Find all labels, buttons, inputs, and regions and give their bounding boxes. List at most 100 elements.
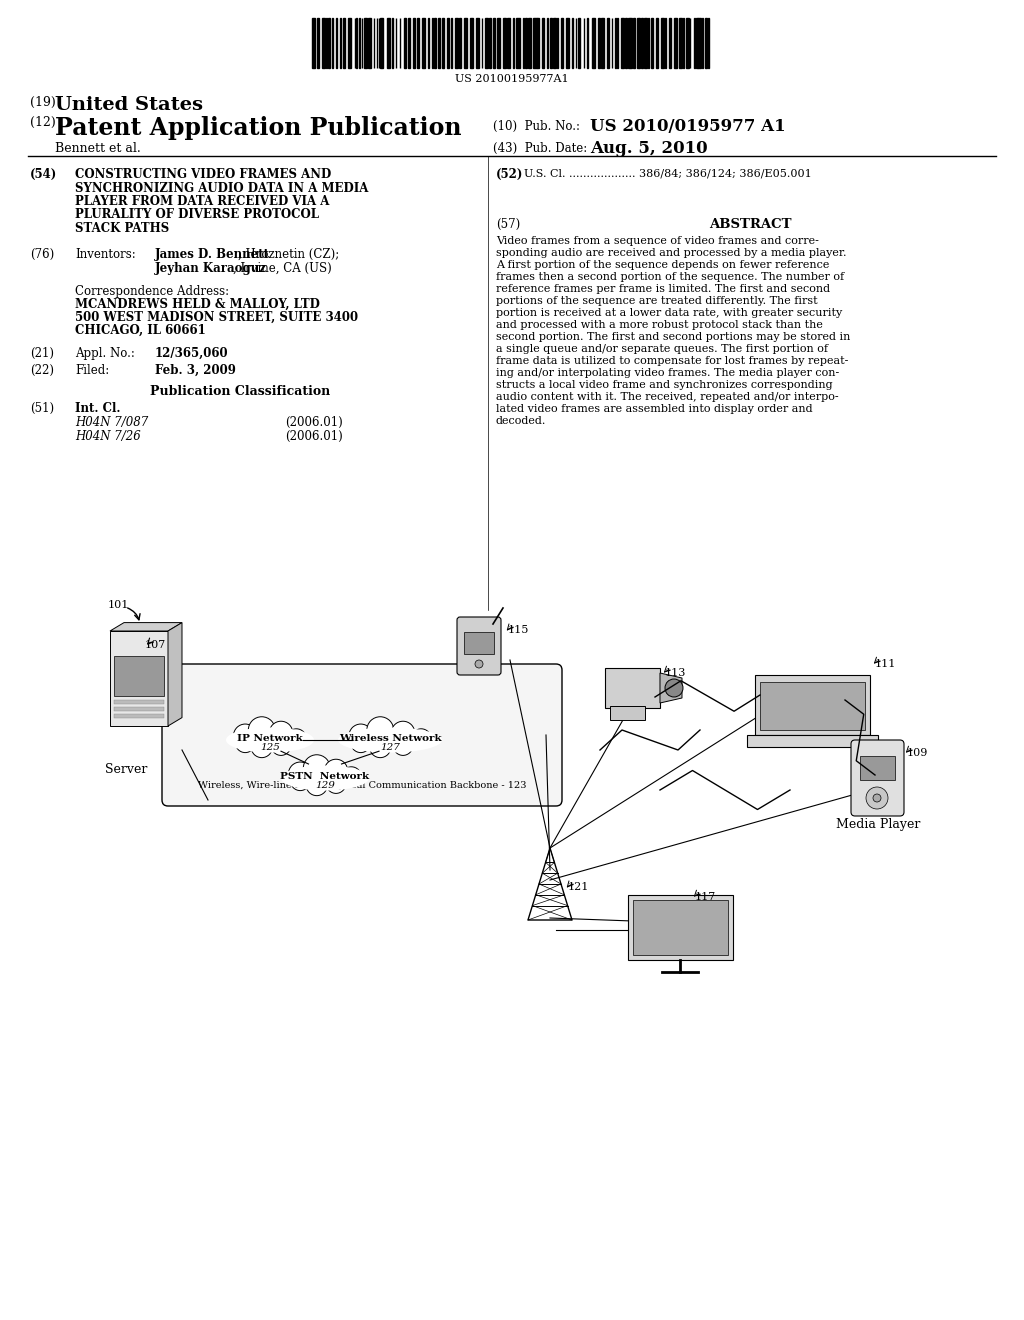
Polygon shape — [110, 631, 168, 726]
Bar — [633, 900, 728, 954]
Bar — [644, 18, 646, 69]
Bar — [679, 18, 682, 69]
Text: portions of the sequence are treated differently. The first: portions of the sequence are treated dif… — [496, 296, 817, 306]
Text: (2006.01): (2006.01) — [285, 430, 343, 444]
Text: PLURALITY OF DIVERSE PROTOCOL: PLURALITY OF DIVERSE PROTOCOL — [75, 209, 319, 222]
Bar — [364, 18, 367, 69]
FancyBboxPatch shape — [457, 616, 501, 675]
Bar — [670, 18, 671, 69]
Bar — [695, 18, 697, 69]
Bar — [369, 18, 371, 69]
Bar — [630, 18, 632, 69]
Text: CONSTRUCTING VIDEO FRAMES AND: CONSTRUCTING VIDEO FRAMES AND — [75, 168, 331, 181]
Text: structs a local video frame and synchronizes corresponding: structs a local video frame and synchron… — [496, 380, 833, 389]
Polygon shape — [168, 623, 182, 726]
Bar — [860, 756, 895, 780]
Text: Video frames from a sequence of video frames and corre-: Video frames from a sequence of video fr… — [496, 236, 819, 246]
Text: (54): (54) — [30, 168, 57, 181]
Text: Publication Classification: Publication Classification — [150, 385, 330, 399]
Bar — [432, 18, 433, 69]
Bar — [634, 18, 635, 69]
Text: 129: 129 — [315, 781, 335, 791]
Text: (12): (12) — [30, 116, 55, 129]
Bar — [601, 18, 604, 69]
Text: US 2010/0195977 A1: US 2010/0195977 A1 — [590, 117, 785, 135]
Bar — [578, 18, 581, 69]
Bar — [665, 18, 667, 69]
Ellipse shape — [338, 727, 442, 752]
Bar — [571, 18, 573, 69]
Text: 107: 107 — [145, 640, 166, 649]
Text: PLAYER FROM DATA RECEIVED VIA A: PLAYER FROM DATA RECEIVED VIA A — [75, 195, 330, 209]
Bar — [503, 18, 507, 69]
Bar — [701, 18, 702, 69]
Bar — [392, 18, 393, 69]
Bar — [693, 18, 695, 69]
Bar — [587, 18, 588, 69]
Text: James D. Bennett: James D. Bennett — [155, 248, 270, 261]
Bar — [456, 18, 458, 69]
Circle shape — [412, 729, 431, 748]
Text: (57): (57) — [496, 218, 520, 231]
Bar — [442, 18, 444, 69]
Text: 111: 111 — [874, 659, 896, 669]
Bar — [417, 18, 420, 69]
Bar — [534, 18, 537, 69]
Text: Inventors:: Inventors: — [75, 248, 136, 261]
Circle shape — [325, 759, 348, 783]
Bar — [516, 18, 519, 69]
Bar — [698, 18, 700, 69]
FancyBboxPatch shape — [851, 741, 904, 816]
Circle shape — [303, 755, 330, 781]
Bar — [605, 668, 660, 708]
Text: Aug. 5, 2010: Aug. 5, 2010 — [590, 140, 708, 157]
Text: portion is received at a lower data rate, with greater security: portion is received at a lower data rate… — [496, 308, 843, 318]
Polygon shape — [110, 623, 182, 631]
FancyBboxPatch shape — [162, 664, 562, 807]
Text: Wireless, Wire-line and/or Optical Communication Backbone - 123: Wireless, Wire-line and/or Optical Commu… — [198, 781, 526, 789]
Text: U.S. Cl. ................... 386/84; 386/124; 386/E05.001: U.S. Cl. ................... 386/84; 386… — [524, 168, 812, 178]
Bar — [686, 18, 689, 69]
Polygon shape — [746, 735, 878, 747]
Circle shape — [233, 725, 257, 747]
Bar — [446, 18, 450, 69]
Bar — [408, 18, 411, 69]
Circle shape — [236, 733, 255, 752]
Text: MCANDREWS HELD & MALLOY, LTD: MCANDREWS HELD & MALLOY, LTD — [75, 298, 319, 312]
Text: and processed with a more robust protocol stack than the: and processed with a more robust protoco… — [496, 319, 823, 330]
Text: second portion. The first and second portions may be stored in: second portion. The first and second por… — [496, 333, 850, 342]
Text: Filed:: Filed: — [75, 364, 110, 378]
Bar — [625, 18, 627, 69]
Text: (10)  Pub. No.:: (10) Pub. No.: — [493, 120, 580, 133]
Text: reference frames per frame is limited. The first and second: reference frames per frame is limited. T… — [496, 284, 830, 294]
Circle shape — [269, 721, 293, 744]
Bar — [464, 632, 494, 653]
Bar — [651, 18, 653, 69]
Circle shape — [475, 660, 483, 668]
Ellipse shape — [281, 766, 369, 791]
Bar — [437, 18, 440, 69]
Circle shape — [349, 725, 373, 747]
Text: ing and/or interpolating video frames. The media player con-: ing and/or interpolating video frames. T… — [496, 368, 840, 378]
Circle shape — [873, 795, 881, 803]
Bar — [114, 700, 164, 704]
Text: decoded.: decoded. — [496, 416, 547, 426]
Ellipse shape — [226, 727, 314, 752]
Text: US 20100195977A1: US 20100195977A1 — [456, 74, 568, 84]
Text: (43)  Pub. Date:: (43) Pub. Date: — [493, 143, 587, 154]
Bar — [485, 18, 488, 69]
Text: ABSTRACT: ABSTRACT — [709, 218, 792, 231]
Text: 127: 127 — [380, 743, 400, 752]
Bar — [566, 18, 568, 69]
Circle shape — [251, 737, 272, 758]
Bar — [628, 895, 733, 960]
Text: (21): (21) — [30, 347, 54, 360]
Polygon shape — [755, 675, 870, 735]
Text: 500 WEST MADISON STREET, SUITE 3400: 500 WEST MADISON STREET, SUITE 3400 — [75, 312, 358, 323]
Circle shape — [291, 771, 310, 791]
Text: 12/365,060: 12/365,060 — [155, 347, 228, 360]
Circle shape — [866, 787, 888, 809]
Bar — [498, 18, 500, 69]
Polygon shape — [660, 673, 682, 704]
Bar — [550, 18, 552, 69]
